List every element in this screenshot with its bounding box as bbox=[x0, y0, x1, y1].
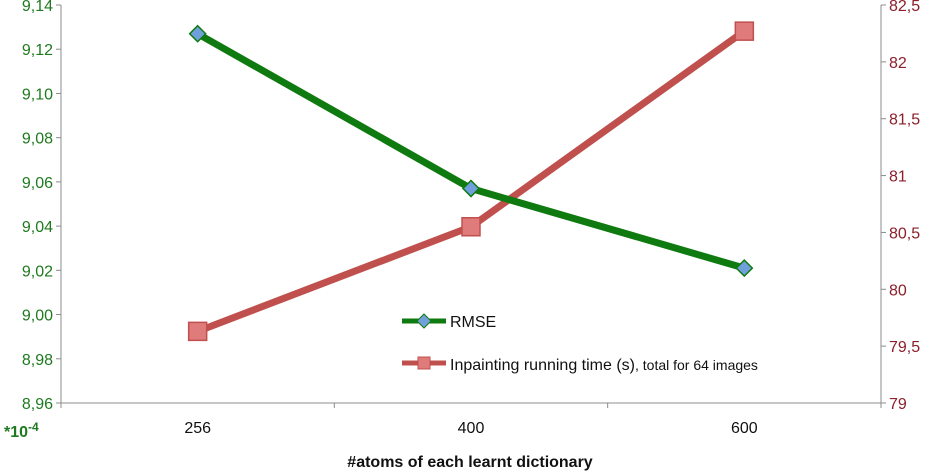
legend-time-name: Inpainting running time (s) bbox=[450, 357, 635, 374]
left-tick-label: 8,98 bbox=[22, 352, 53, 369]
x-ticks: 256 400 600 bbox=[60, 403, 882, 437]
x-axis-title: #atoms of each learnt dictionary bbox=[347, 454, 593, 471]
x-tick-label: 400 bbox=[458, 420, 485, 437]
right-tick-label: 82,5 bbox=[889, 0, 920, 15]
left-ticks: 9,14 9,12 9,10 9,08 9,06 9,04 9,02 9,00 8,98 8,96 bbox=[22, 0, 61, 413]
running-time-point bbox=[734, 21, 755, 41]
left-axis-unit-label: *10-4 bbox=[4, 420, 39, 441]
rmse-point bbox=[735, 259, 754, 278]
left-tick-label: 9,02 bbox=[22, 263, 53, 280]
legend-time-note: , total for 64 images bbox=[635, 357, 758, 373]
legend-rmse-label: RMSE bbox=[450, 314, 496, 331]
right-ticks: 82,5 82 81,5 81 80,5 80 79,5 79 bbox=[881, 0, 920, 413]
right-tick-label: 79 bbox=[889, 396, 907, 413]
series-layer bbox=[187, 21, 755, 342]
left-tick-label: 9,10 bbox=[22, 86, 53, 103]
x-tick-label: 256 bbox=[184, 420, 211, 437]
legend: RMSE Inpainting running time (s), total … bbox=[402, 313, 758, 374]
right-tick-label: 79,5 bbox=[889, 339, 920, 356]
right-tick-label: 81 bbox=[889, 169, 907, 186]
rmse-point bbox=[461, 179, 481, 198]
right-tick-label: 81,5 bbox=[889, 112, 920, 129]
right-tick-label: 80 bbox=[889, 282, 907, 299]
left-tick-label: 8,96 bbox=[22, 396, 53, 413]
rmse-point bbox=[188, 24, 207, 43]
running-time-point bbox=[187, 321, 208, 342]
x-tick-label: 600 bbox=[731, 420, 758, 437]
axes bbox=[60, 5, 882, 404]
left-tick-label: 9,00 bbox=[22, 308, 53, 325]
left-tick-label: 9,06 bbox=[22, 175, 53, 192]
left-tick-label: 9,08 bbox=[22, 131, 53, 148]
legend-rmse-marker bbox=[416, 313, 432, 329]
left-tick-label: 9,14 bbox=[22, 0, 53, 15]
running-time-point bbox=[461, 216, 481, 237]
left-tick-label: 9,04 bbox=[22, 219, 53, 236]
legend-time-marker bbox=[417, 356, 431, 370]
right-tick-label: 82 bbox=[889, 55, 907, 72]
right-tick-label: 80,5 bbox=[889, 225, 920, 242]
left-tick-label: 9,12 bbox=[22, 42, 53, 59]
legend-time-label: Inpainting running time (s), total for 6… bbox=[450, 357, 758, 374]
